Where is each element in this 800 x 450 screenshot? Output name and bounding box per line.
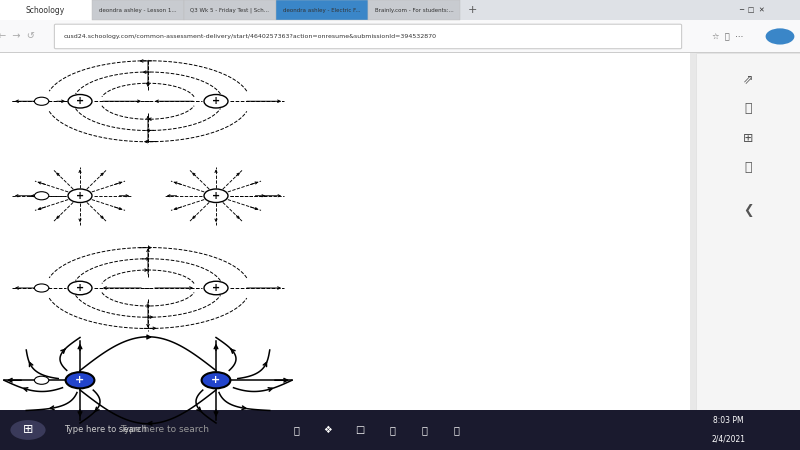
Text: +: + — [212, 96, 220, 106]
Text: Q3 Wk 5 - Friday Test | Sch...: Q3 Wk 5 - Friday Test | Sch... — [190, 7, 270, 13]
Text: +: + — [212, 191, 220, 201]
Text: □: □ — [355, 425, 365, 435]
Text: +: + — [211, 375, 221, 385]
Text: ⇗: ⇗ — [742, 73, 754, 86]
Text: 🖨: 🖨 — [744, 103, 752, 115]
Circle shape — [66, 372, 94, 388]
Bar — [696, 53, 800, 410]
Circle shape — [10, 420, 46, 440]
Text: ─  □  ✕: ─ □ ✕ — [739, 7, 765, 13]
Text: +: + — [76, 96, 84, 106]
Text: +: + — [76, 191, 84, 201]
Circle shape — [68, 94, 92, 108]
Text: +: + — [467, 5, 477, 15]
Text: Brainly.com - For students:...: Brainly.com - For students:... — [374, 8, 454, 13]
Circle shape — [34, 376, 49, 384]
Text: cusd24.schoology.com/common-assessment-delivery/start/4640257363?action=onresume: cusd24.schoology.com/common-assessment-d… — [64, 34, 437, 39]
Circle shape — [204, 189, 228, 202]
Text: 🎵: 🎵 — [453, 425, 459, 435]
Bar — [184, 0, 276, 20]
Text: 🔍: 🔍 — [293, 425, 299, 435]
Circle shape — [202, 372, 230, 388]
Bar — [276, 0, 368, 20]
Text: +: + — [212, 283, 220, 293]
Bar — [0, 53, 696, 410]
Bar — [0, 0, 800, 20]
Text: ❮: ❮ — [742, 204, 754, 216]
Bar — [0, 52, 800, 53]
Circle shape — [34, 284, 49, 292]
Bar — [92, 0, 184, 20]
Bar — [368, 0, 460, 20]
Circle shape — [204, 281, 228, 295]
Text: 8:03 PM: 8:03 PM — [713, 417, 743, 426]
Circle shape — [34, 192, 49, 200]
FancyBboxPatch shape — [54, 24, 682, 49]
Text: ⊞: ⊞ — [742, 132, 754, 144]
Text: Type here to search: Type here to search — [120, 426, 209, 435]
Text: +: + — [76, 283, 84, 293]
Text: 🌐: 🌐 — [421, 425, 427, 435]
Bar — [690, 53, 696, 410]
Bar — [0, 0, 92, 20]
Text: ☆  🔒  ⋯: ☆ 🔒 ⋯ — [712, 32, 744, 41]
Circle shape — [766, 28, 794, 45]
Text: Schoology: Schoology — [26, 6, 66, 15]
Bar — [0, 410, 800, 450]
Bar — [0, 410, 800, 450]
Text: Type here to search: Type here to search — [64, 426, 147, 435]
Circle shape — [68, 189, 92, 202]
Text: ←  →  ↺: ← → ↺ — [0, 32, 34, 41]
Text: deondra ashley - Lesson 1...: deondra ashley - Lesson 1... — [99, 8, 177, 13]
Circle shape — [34, 97, 49, 105]
Text: ⊞: ⊞ — [22, 423, 34, 436]
Circle shape — [204, 94, 228, 108]
Text: ❖: ❖ — [324, 425, 332, 435]
Text: 2/4/2021: 2/4/2021 — [711, 435, 745, 444]
Text: deondra ashley - Electric F...: deondra ashley - Electric F... — [283, 8, 361, 13]
Text: ⤢: ⤢ — [744, 161, 752, 174]
Text: 📁: 📁 — [389, 425, 395, 435]
Bar — [0, 20, 800, 53]
Circle shape — [68, 281, 92, 295]
Text: +: + — [75, 375, 85, 385]
